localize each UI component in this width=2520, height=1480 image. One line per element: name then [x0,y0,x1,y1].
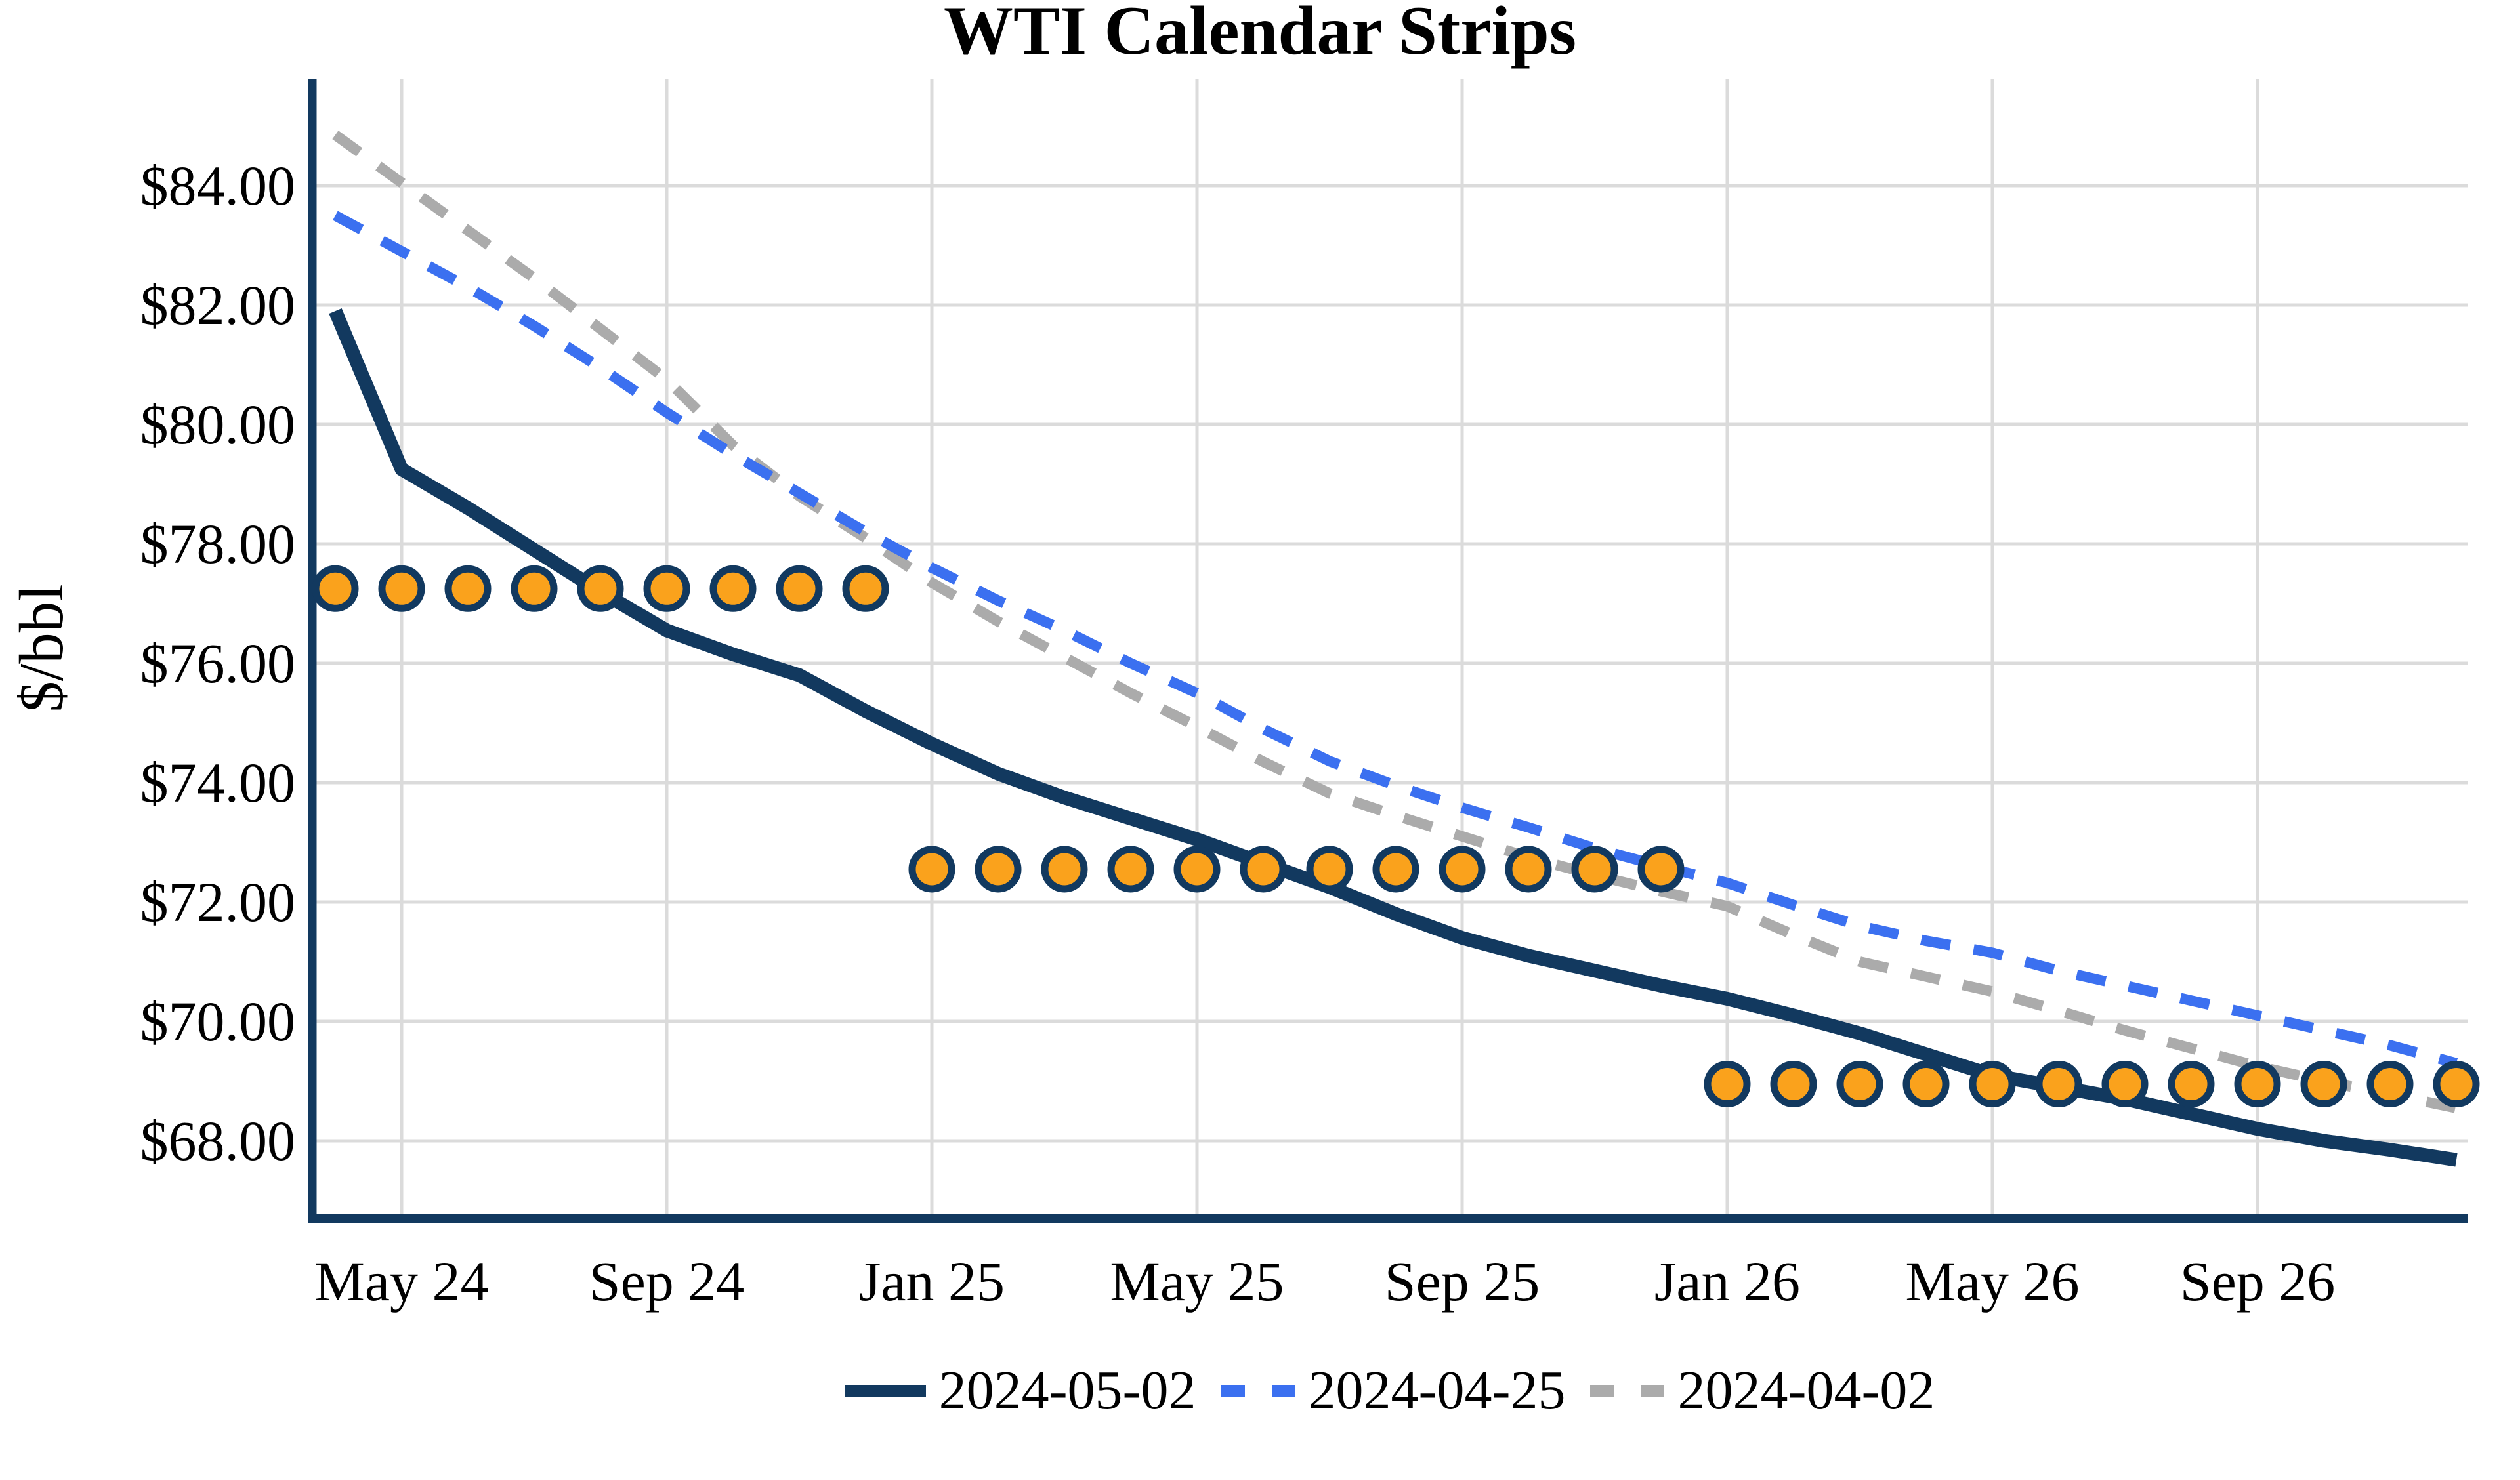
y-tick-label: $76.00 [140,632,296,695]
legend-item-2024-04-02: 2024-04-02 [1590,1351,1935,1430]
legend-item-2024-05-02: 2024-05-02 [845,1351,1196,1430]
strip-marker-2025 [1107,846,1154,893]
y-tick-label: $72.00 [140,871,296,934]
strip-marker-2026 [1770,1061,1817,1108]
strip-marker-2025 [1637,846,1685,893]
strip-marker-2024 [577,565,624,612]
x-tick-label: May 25 [1110,1250,1284,1313]
x-tick-label: Sep 25 [1384,1250,1540,1313]
legend-dashed-line-swatch [1221,1385,1295,1397]
legend-dashed-line-swatch [1590,1385,1665,1397]
series-line-2024-04-02 [332,131,2458,1113]
chart-title: WTI Calendar Strips [944,0,1576,69]
strip-marker-2024 [776,565,823,612]
strip-marker-2025 [1173,846,1221,893]
legend-solid-line-swatch [845,1384,926,1397]
legend-item-2024-04-25: 2024-04-25 [1221,1351,1566,1430]
x-tick-label: May 26 [1905,1250,2080,1313]
y-tick-label: $68.00 [140,1109,296,1172]
y-tick-label: $80.00 [140,393,296,456]
strip-marker-2026 [1902,1061,1950,1108]
strip-marker-2025 [975,846,1022,893]
strip-marker-2025 [1240,846,1287,893]
x-tick-label: Sep 26 [2179,1250,2336,1313]
strip-marker-2026 [2234,1061,2281,1108]
y-tick-label: $78.00 [140,512,296,575]
y-tick-label: $70.00 [140,990,296,1053]
y-tick-label: $82.00 [140,274,296,337]
series-line-2024-05-02 [329,308,2458,1167]
strip-marker-2024 [511,565,558,612]
strip-marker-2026 [2433,1061,2480,1108]
strip-marker-2026 [1836,1061,1883,1108]
x-tick-label: Jan 25 [858,1250,1005,1313]
y-tick-label: $74.00 [140,751,296,814]
strip-marker-2025 [1571,846,1618,893]
strip-marker-2025 [1505,846,1552,893]
x-tick-label: Sep 24 [589,1250,745,1313]
strip-marker-2025 [1041,846,1088,893]
series-line-2024-04-25 [333,211,2458,1069]
legend-dash [1271,1385,1295,1397]
legend-dash [1221,1385,1245,1397]
legend: 2024-05-02 2024-04-25 2024-04-02 [312,1351,2468,1430]
strip-marker-2025 [908,846,956,893]
strip-marker-2025 [1306,846,1353,893]
legend-label: 2024-04-25 [1308,1360,1566,1421]
strip-marker-2024 [378,565,425,612]
strip-marker-2026 [2366,1061,2414,1108]
x-tick-label: May 24 [314,1250,489,1313]
strip-marker-2024 [842,565,889,612]
legend-dash [1641,1385,1665,1397]
legend-dash [1590,1385,1614,1397]
y-tick-label: $84.00 [140,154,296,217]
x-tick-label: Jan 26 [1654,1250,1801,1313]
strip-marker-2026 [1704,1061,1751,1108]
strip-marker-2025 [1438,846,1486,893]
strip-marker-2024 [709,565,757,612]
strip-marker-2026 [1969,1061,2016,1108]
strip-marker-2026 [2101,1061,2149,1108]
strip-marker-2024 [643,565,690,612]
strip-marker-2024 [312,565,359,612]
strip-marker-2026 [2168,1061,2215,1108]
strip-marker-2025 [1372,846,1419,893]
legend-label: 2024-05-02 [938,1360,1196,1421]
strip-marker-2026 [2035,1061,2082,1108]
legend-label: 2024-04-02 [1677,1360,1935,1421]
strip-marker-2026 [2300,1061,2347,1108]
strip-marker-2024 [444,565,492,612]
